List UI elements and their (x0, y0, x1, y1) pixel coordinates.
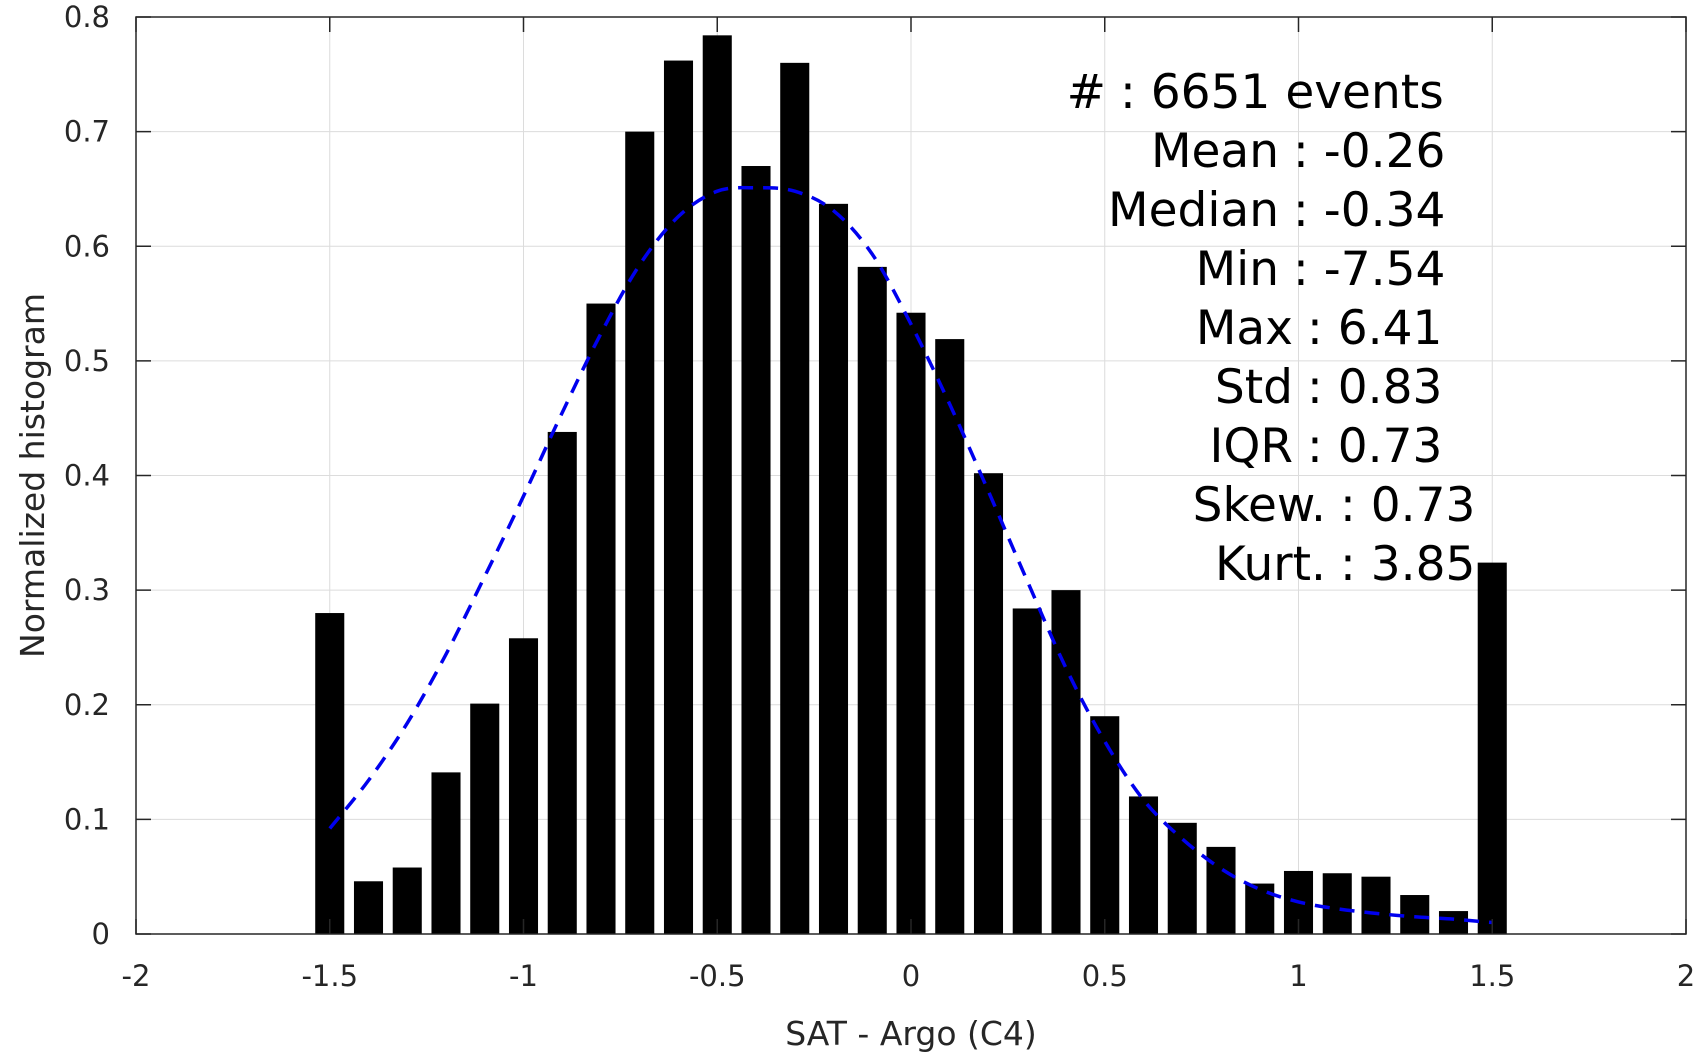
histogram-bar (1167, 822, 1197, 934)
histogram-bar (625, 131, 655, 934)
histogram-bar (663, 60, 694, 935)
histogram-bar (935, 339, 965, 934)
ticks (135, 16, 1687, 935)
stat-name: Std (1215, 360, 1293, 415)
histogram-bar (973, 473, 1004, 934)
stat-value: : 0.73 (1307, 419, 1442, 474)
y-tick-label: 0.7 (64, 115, 110, 149)
y-tick-label: 0.8 (64, 0, 110, 34)
y-axis-label: Normalized histogram (13, 293, 52, 658)
x-tick-label: 1.5 (1469, 959, 1515, 993)
y-tick-label: 0 (92, 917, 110, 951)
histogram-bar (547, 431, 577, 934)
histogram-bar (1051, 590, 1081, 934)
histogram-bar (431, 772, 461, 934)
histogram-bar (392, 867, 422, 934)
histogram-bar (1128, 796, 1159, 934)
stat-value: : -0.26 (1293, 124, 1445, 179)
histogram-bar (315, 613, 345, 934)
histogram-bar (741, 166, 771, 934)
histogram-bar (470, 703, 500, 934)
y-tick-label: 0.5 (64, 344, 110, 378)
y-tick-label: 0.6 (64, 229, 110, 263)
stat-line: Median : -0.34 (1108, 183, 1445, 238)
histogram-bar (1245, 883, 1275, 934)
stat-name: Kurt. (1215, 537, 1326, 592)
stat-name: IQR (1209, 419, 1293, 474)
histogram-bar (508, 638, 539, 934)
stat-line: Kurt. : 3.85 (1215, 537, 1475, 592)
stat-value: : 3.85 (1340, 537, 1475, 592)
stat-value: : -7.54 (1293, 242, 1445, 297)
histogram-bar (1438, 911, 1469, 934)
histogram-bar (1400, 895, 1430, 934)
y-tick-label: 0.2 (64, 688, 110, 722)
x-tick-label: -1.5 (301, 959, 358, 993)
y-tick-label: 0.1 (64, 802, 110, 836)
y-tick-label: 0.3 (64, 573, 110, 607)
stat-line: Std : 0.83 (1215, 360, 1443, 415)
stat-value: : 0.73 (1340, 478, 1475, 533)
histogram-bar (1090, 716, 1120, 934)
stat-value: : 6651 events (1120, 65, 1444, 120)
stat-name: Max (1196, 301, 1293, 356)
histogram-bar (702, 35, 732, 934)
stat-name: Median (1108, 183, 1279, 238)
stat-name: Mean (1151, 124, 1279, 179)
tick-labels: -2 -1.5 -1 -0.5 0 0.5 1 1.5 2 0 0.1 0.2 0.3 0.4 0.5 0.6… (64, 0, 1695, 993)
histogram-bar (353, 881, 384, 934)
histogram-bar (1322, 873, 1352, 934)
fit-curve (328, 185, 1493, 925)
stat-name: Min (1196, 242, 1279, 297)
x-tick-label: 1 (1289, 959, 1307, 993)
y-tick-label: 0.4 (64, 459, 110, 493)
stat-value: : -0.34 (1293, 183, 1445, 238)
stat-line: # : 6651 events (1067, 65, 1444, 120)
stat-name: Skew. (1193, 478, 1326, 533)
stat-value: : 0.83 (1307, 360, 1442, 415)
histogram-bar (896, 312, 926, 934)
stat-line: Mean : -0.26 (1151, 124, 1445, 179)
histogram-bar (857, 266, 887, 934)
stat-line: Max : 6.41 (1196, 301, 1443, 356)
histogram-bar (818, 203, 849, 934)
histogram-bar (586, 303, 616, 934)
bars (315, 35, 1507, 935)
x-tick-label: -0.5 (689, 959, 746, 993)
stat-line: Skew. : 0.73 (1193, 478, 1476, 533)
histogram-bar (780, 62, 810, 935)
stat-line: IQR : 0.73 (1209, 419, 1442, 474)
stat-name: # (1067, 65, 1106, 120)
x-tick-label: -2 (122, 959, 151, 993)
x-tick-label: -1 (509, 959, 538, 993)
x-tick-label: 2 (1677, 959, 1695, 993)
stat-line: Min : -7.54 (1196, 242, 1446, 297)
histogram-bar (1477, 562, 1507, 934)
x-tick-label: 0.5 (1082, 959, 1128, 993)
x-axis-label: SAT - Argo (C4) (785, 1014, 1037, 1053)
x-tick-label: 0 (902, 959, 920, 993)
stat-value: : 6.41 (1307, 301, 1442, 356)
histogram-bar (1361, 876, 1391, 934)
histogram-bar (1012, 608, 1042, 934)
